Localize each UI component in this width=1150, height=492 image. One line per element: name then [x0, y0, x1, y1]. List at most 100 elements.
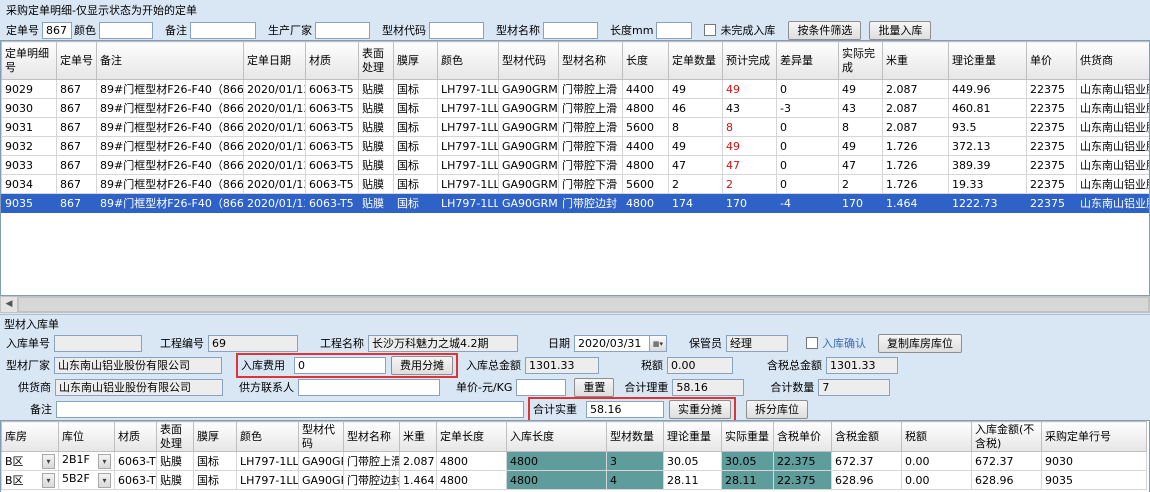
column-header-material[interactable]: 材质 — [305, 41, 359, 80]
remark-input[interactable] — [56, 400, 524, 418]
column-header-surface[interactable]: 表面处理 — [358, 41, 394, 80]
supplier-input[interactable]: 山东南山铝业股份有限公司 — [55, 378, 223, 396]
cell-order_qty: 174 — [668, 193, 723, 213]
cell-film: 国标 — [393, 98, 438, 118]
table-row[interactable]: ▾B区▾2B1F6063-T5贴膜国标LH797-1LL0GA90GRM03门带… — [1, 451, 1147, 471]
table-row[interactable]: 903486789#门框型材F26-F40（866+867）2020/01/13… — [1, 174, 1149, 194]
column-header-meter_weight[interactable]: 米重 — [399, 421, 437, 452]
total-with-tax-input[interactable]: 1301.33 — [826, 356, 898, 374]
column-header-expected[interactable]: 预计完成 — [722, 41, 777, 80]
inbound-no-input[interactable] — [54, 334, 142, 352]
column-header-supplier[interactable]: 供货商 — [1076, 41, 1149, 80]
column-header-color[interactable]: 颜色 — [236, 421, 299, 452]
inbound-total-input[interactable]: 1301.33 — [525, 356, 599, 374]
table-row[interactable]: 903586789#门框型材F26-F40（866+867）2020/01/13… — [1, 193, 1149, 213]
split-location-button[interactable]: 拆分库位 — [746, 399, 808, 419]
project-no-input[interactable]: 69 — [208, 334, 298, 352]
column-header-profile_name[interactable]: 型材名称 — [558, 41, 623, 80]
filter-remark-input[interactable] — [190, 21, 256, 39]
table-row[interactable]: 903386789#门框型材F26-F40（866+867）2020/01/13… — [1, 155, 1149, 175]
column-header-film[interactable]: 膜厚 — [393, 41, 438, 80]
column-header-profile_code[interactable]: 型材代码 — [298, 421, 344, 452]
filter-order-no-input[interactable]: 867 — [42, 21, 72, 39]
column-header-in_length[interactable]: 入库长度 — [506, 421, 607, 452]
inbound-confirm-checkbox[interactable] — [806, 337, 818, 349]
column-header-amount_no_tax[interactable]: 入库金额(不含税) — [971, 421, 1042, 452]
keeper-input[interactable]: 经理 — [726, 334, 788, 352]
filter-profile-name-input[interactable] — [543, 21, 598, 39]
column-header-order_qty[interactable]: 定单数量 — [668, 41, 723, 80]
actual-weight-share-button[interactable]: 实重分摊 — [669, 399, 731, 419]
filter-length-input[interactable] — [656, 21, 693, 39]
calendar-dropdown-icon[interactable]: ▦▾ — [650, 334, 667, 352]
column-header-surface[interactable]: 表面处理 — [156, 421, 194, 452]
filter-profile-code-input[interactable] — [429, 21, 484, 39]
scroll-left-icon[interactable]: ◀ — [1, 297, 18, 312]
column-header-actual[interactable]: 实际完成 — [838, 41, 883, 80]
column-header-amount_with_tax[interactable]: 含税金额 — [831, 421, 902, 452]
horizontal-scrollbar[interactable]: ◀ — [0, 296, 1150, 313]
cell-warehouse[interactable]: ▾ B区 — [1, 451, 59, 471]
unfinished-inbound-checkbox-label: 未完成入库 — [720, 24, 776, 37]
table-row[interactable]: 902986789#门框型材F26-F40（866+867）2020/01/13… — [1, 79, 1149, 99]
column-header-date[interactable]: 定单日期 — [243, 41, 306, 80]
profile-manufacturer-input[interactable]: 山东南山铝业股份有限公司 — [54, 356, 222, 374]
combo-dropdown-icon[interactable]: ▾ — [42, 454, 55, 469]
tax-total-input[interactable]: 0.00 — [667, 356, 733, 374]
column-header-warehouse[interactable]: 库房 — [1, 421, 59, 452]
column-header-theory_weight[interactable]: 理论重量 — [948, 41, 1027, 80]
batch-inbound-button[interactable]: 批量入库 — [869, 20, 932, 40]
column-header-meter_weight[interactable]: 米重 — [882, 41, 949, 80]
scrollbar-thumb[interactable] — [18, 297, 1149, 312]
project-name-input[interactable]: 长沙万科魅力之城4.2期 — [368, 334, 518, 352]
combo-dropdown-icon[interactable]: ▾ — [98, 473, 111, 488]
table-row[interactable]: 903186789#门框型材F26-F40（866+867）2020/01/13… — [1, 117, 1149, 137]
cell-surface: 贴膜 — [358, 155, 394, 175]
column-header-unit_price[interactable]: 单价 — [1026, 41, 1077, 80]
column-header-length[interactable]: 长度 — [622, 41, 669, 80]
copy-warehouse-location-button[interactable]: 复制库房库位 — [878, 333, 962, 353]
column-header-qty[interactable]: 型材数量 — [606, 421, 664, 452]
filter-color-input[interactable] — [99, 21, 153, 39]
cell-order_qty: 47 — [668, 155, 723, 175]
filter-by-condition-button[interactable]: 按条件筛选 — [788, 20, 862, 40]
date-input[interactable]: 2020/03/31 — [574, 334, 650, 352]
table-row[interactable]: ▾B区▾5B2F6063-T5贴膜国标LH797-1LL0GA90GRM05门带… — [1, 470, 1147, 490]
total-qty-input[interactable]: 7 — [818, 378, 891, 396]
unit-price-input[interactable] — [516, 378, 567, 396]
column-header-remark[interactable]: 备注 — [96, 41, 244, 80]
cell-warehouse[interactable]: ▾ B区 — [1, 470, 59, 490]
column-header-diff[interactable]: 差异量 — [776, 41, 839, 80]
filter-manufacturer-input[interactable] — [315, 21, 370, 39]
column-header-location[interactable]: 库位 — [58, 421, 115, 452]
column-header-theory_weight[interactable]: 理论重量 — [663, 421, 722, 452]
column-header-film[interactable]: 膜厚 — [193, 421, 237, 452]
total-theory-weight-input[interactable]: 58.16 — [672, 378, 745, 396]
cell-detail_no: 9033 — [1, 155, 57, 175]
column-header-po_line[interactable]: 采购定单行号 — [1041, 421, 1147, 452]
reset-button[interactable]: 重置 — [574, 377, 615, 397]
column-header-profile_name[interactable]: 型材名称 — [343, 421, 400, 452]
combo-dropdown-icon[interactable]: ▾ — [42, 473, 55, 488]
cell-order_no: 867 — [56, 193, 97, 213]
table-row[interactable]: 903286789#门框型材F26-F40（866+867）2020/01/13… — [1, 136, 1149, 156]
unfinished-inbound-checkbox[interactable] — [704, 24, 717, 36]
total-actual-weight-input[interactable]: 58.16 — [586, 400, 664, 418]
column-header-order_no[interactable]: 定单号 — [56, 41, 97, 80]
supplier-contact-input[interactable] — [298, 378, 440, 396]
column-header-order_length[interactable]: 定单长度 — [436, 421, 507, 452]
column-header-material[interactable]: 材质 — [114, 421, 157, 452]
fee-share-button[interactable]: 费用分摊 — [391, 355, 453, 375]
column-header-profile_code[interactable]: 型材代码 — [498, 41, 559, 80]
cell-meter_weight: 1.464 — [399, 470, 437, 490]
column-header-color[interactable]: 颜色 — [437, 41, 499, 80]
inbound-fee-input[interactable]: 0 — [294, 356, 386, 374]
column-header-price_with_tax[interactable]: 含税单价 — [773, 421, 832, 452]
combo-dropdown-icon[interactable]: ▾ — [98, 454, 111, 469]
table-row[interactable]: 903086789#门框型材F26-F40（866+867）2020/01/13… — [1, 98, 1149, 118]
cell-location[interactable]: ▾ 2B1F — [58, 451, 115, 471]
column-header-tax[interactable]: 税额 — [901, 421, 972, 452]
cell-location[interactable]: ▾ 5B2F — [58, 470, 115, 490]
column-header-detail_no[interactable]: 定单明细号 — [1, 41, 57, 80]
column-header-actual_weight[interactable]: 实际重量 — [721, 421, 774, 452]
